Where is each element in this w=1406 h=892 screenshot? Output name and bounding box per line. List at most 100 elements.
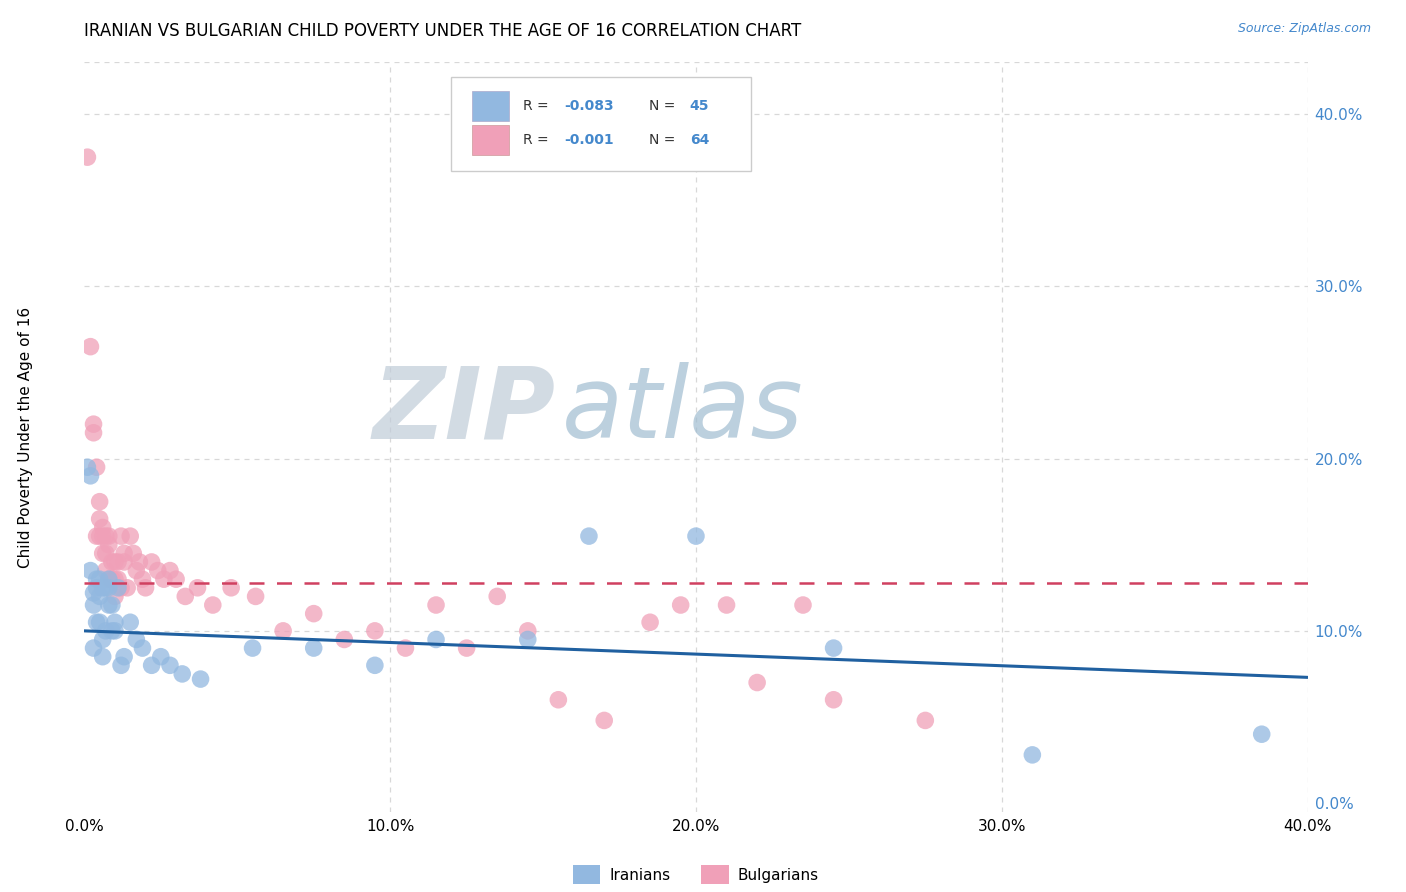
- Point: [578, 529, 600, 543]
- Point: [86, 581, 108, 595]
- Point: [101, 555, 124, 569]
- Text: ZIP: ZIP: [373, 362, 555, 459]
- Point: [128, 555, 150, 569]
- Text: -0.083: -0.083: [564, 99, 613, 113]
- Point: [219, 581, 242, 595]
- Point: [89, 494, 111, 508]
- Point: [83, 425, 105, 440]
- Point: [1021, 747, 1043, 762]
- Point: [135, 581, 157, 595]
- Point: [86, 615, 108, 630]
- Point: [104, 572, 127, 586]
- Point: [112, 555, 135, 569]
- Point: [97, 572, 120, 586]
- Point: [364, 624, 387, 638]
- Point: [716, 598, 738, 612]
- Point: [76, 460, 98, 475]
- Text: R =: R =: [523, 133, 554, 146]
- Point: [120, 615, 142, 630]
- Point: [174, 590, 197, 604]
- Point: [101, 598, 124, 612]
- Point: [110, 658, 132, 673]
- Point: [91, 529, 114, 543]
- Point: [486, 590, 509, 604]
- Point: [669, 598, 692, 612]
- Point: [91, 546, 114, 560]
- Point: [823, 692, 845, 706]
- Text: atlas: atlas: [561, 362, 803, 459]
- Point: [112, 649, 135, 664]
- Text: 64: 64: [690, 133, 709, 146]
- Point: [271, 624, 294, 638]
- Point: [153, 572, 176, 586]
- Point: [638, 615, 661, 630]
- Point: [86, 460, 108, 475]
- Point: [516, 632, 538, 647]
- Point: [245, 590, 267, 604]
- Point: [172, 667, 194, 681]
- Point: [302, 607, 325, 621]
- Point: [165, 572, 187, 586]
- Bar: [472, 91, 509, 121]
- Point: [914, 714, 936, 728]
- Point: [242, 641, 264, 656]
- Point: [394, 641, 416, 656]
- Point: [91, 581, 114, 595]
- Text: N =: N =: [650, 99, 681, 113]
- Point: [149, 649, 172, 664]
- Point: [107, 555, 129, 569]
- Point: [456, 641, 478, 656]
- Point: [79, 564, 101, 578]
- Point: [141, 658, 163, 673]
- Point: [122, 546, 145, 560]
- Point: [91, 649, 114, 664]
- Point: [89, 615, 111, 630]
- Point: [159, 564, 181, 578]
- Point: [104, 624, 127, 638]
- Text: Child Poverty Under the Age of 16: Child Poverty Under the Age of 16: [18, 307, 32, 567]
- Point: [146, 564, 169, 578]
- Point: [107, 581, 129, 595]
- Point: [823, 641, 845, 656]
- Point: [364, 658, 387, 673]
- Point: [685, 529, 707, 543]
- Point: [792, 598, 814, 612]
- Legend: Iranians, Bulgarians: Iranians, Bulgarians: [567, 859, 825, 890]
- Point: [425, 598, 447, 612]
- Point: [97, 572, 120, 586]
- Point: [186, 581, 208, 595]
- Point: [125, 632, 148, 647]
- Point: [89, 590, 111, 604]
- Point: [97, 581, 120, 595]
- Point: [79, 468, 101, 483]
- Text: N =: N =: [650, 133, 681, 146]
- Point: [97, 598, 120, 612]
- Text: 45: 45: [690, 99, 710, 113]
- Point: [190, 672, 212, 686]
- Point: [89, 572, 111, 586]
- Point: [131, 572, 153, 586]
- Point: [91, 520, 114, 534]
- Point: [89, 529, 111, 543]
- Point: [94, 564, 117, 578]
- Point: [91, 632, 114, 647]
- Point: [333, 632, 356, 647]
- Point: [201, 598, 224, 612]
- Point: [97, 538, 120, 552]
- Point: [94, 624, 117, 638]
- Point: [83, 586, 105, 600]
- FancyBboxPatch shape: [451, 78, 751, 171]
- Point: [89, 512, 111, 526]
- Point: [547, 692, 569, 706]
- Point: [104, 555, 127, 569]
- Point: [101, 572, 124, 586]
- Point: [97, 529, 120, 543]
- Point: [86, 529, 108, 543]
- Text: -0.001: -0.001: [564, 133, 613, 146]
- Text: IRANIAN VS BULGARIAN CHILD POVERTY UNDER THE AGE OF 16 CORRELATION CHART: IRANIAN VS BULGARIAN CHILD POVERTY UNDER…: [84, 22, 801, 40]
- Point: [76, 150, 98, 164]
- Point: [302, 641, 325, 656]
- Point: [86, 572, 108, 586]
- Point: [94, 529, 117, 543]
- Point: [115, 581, 138, 595]
